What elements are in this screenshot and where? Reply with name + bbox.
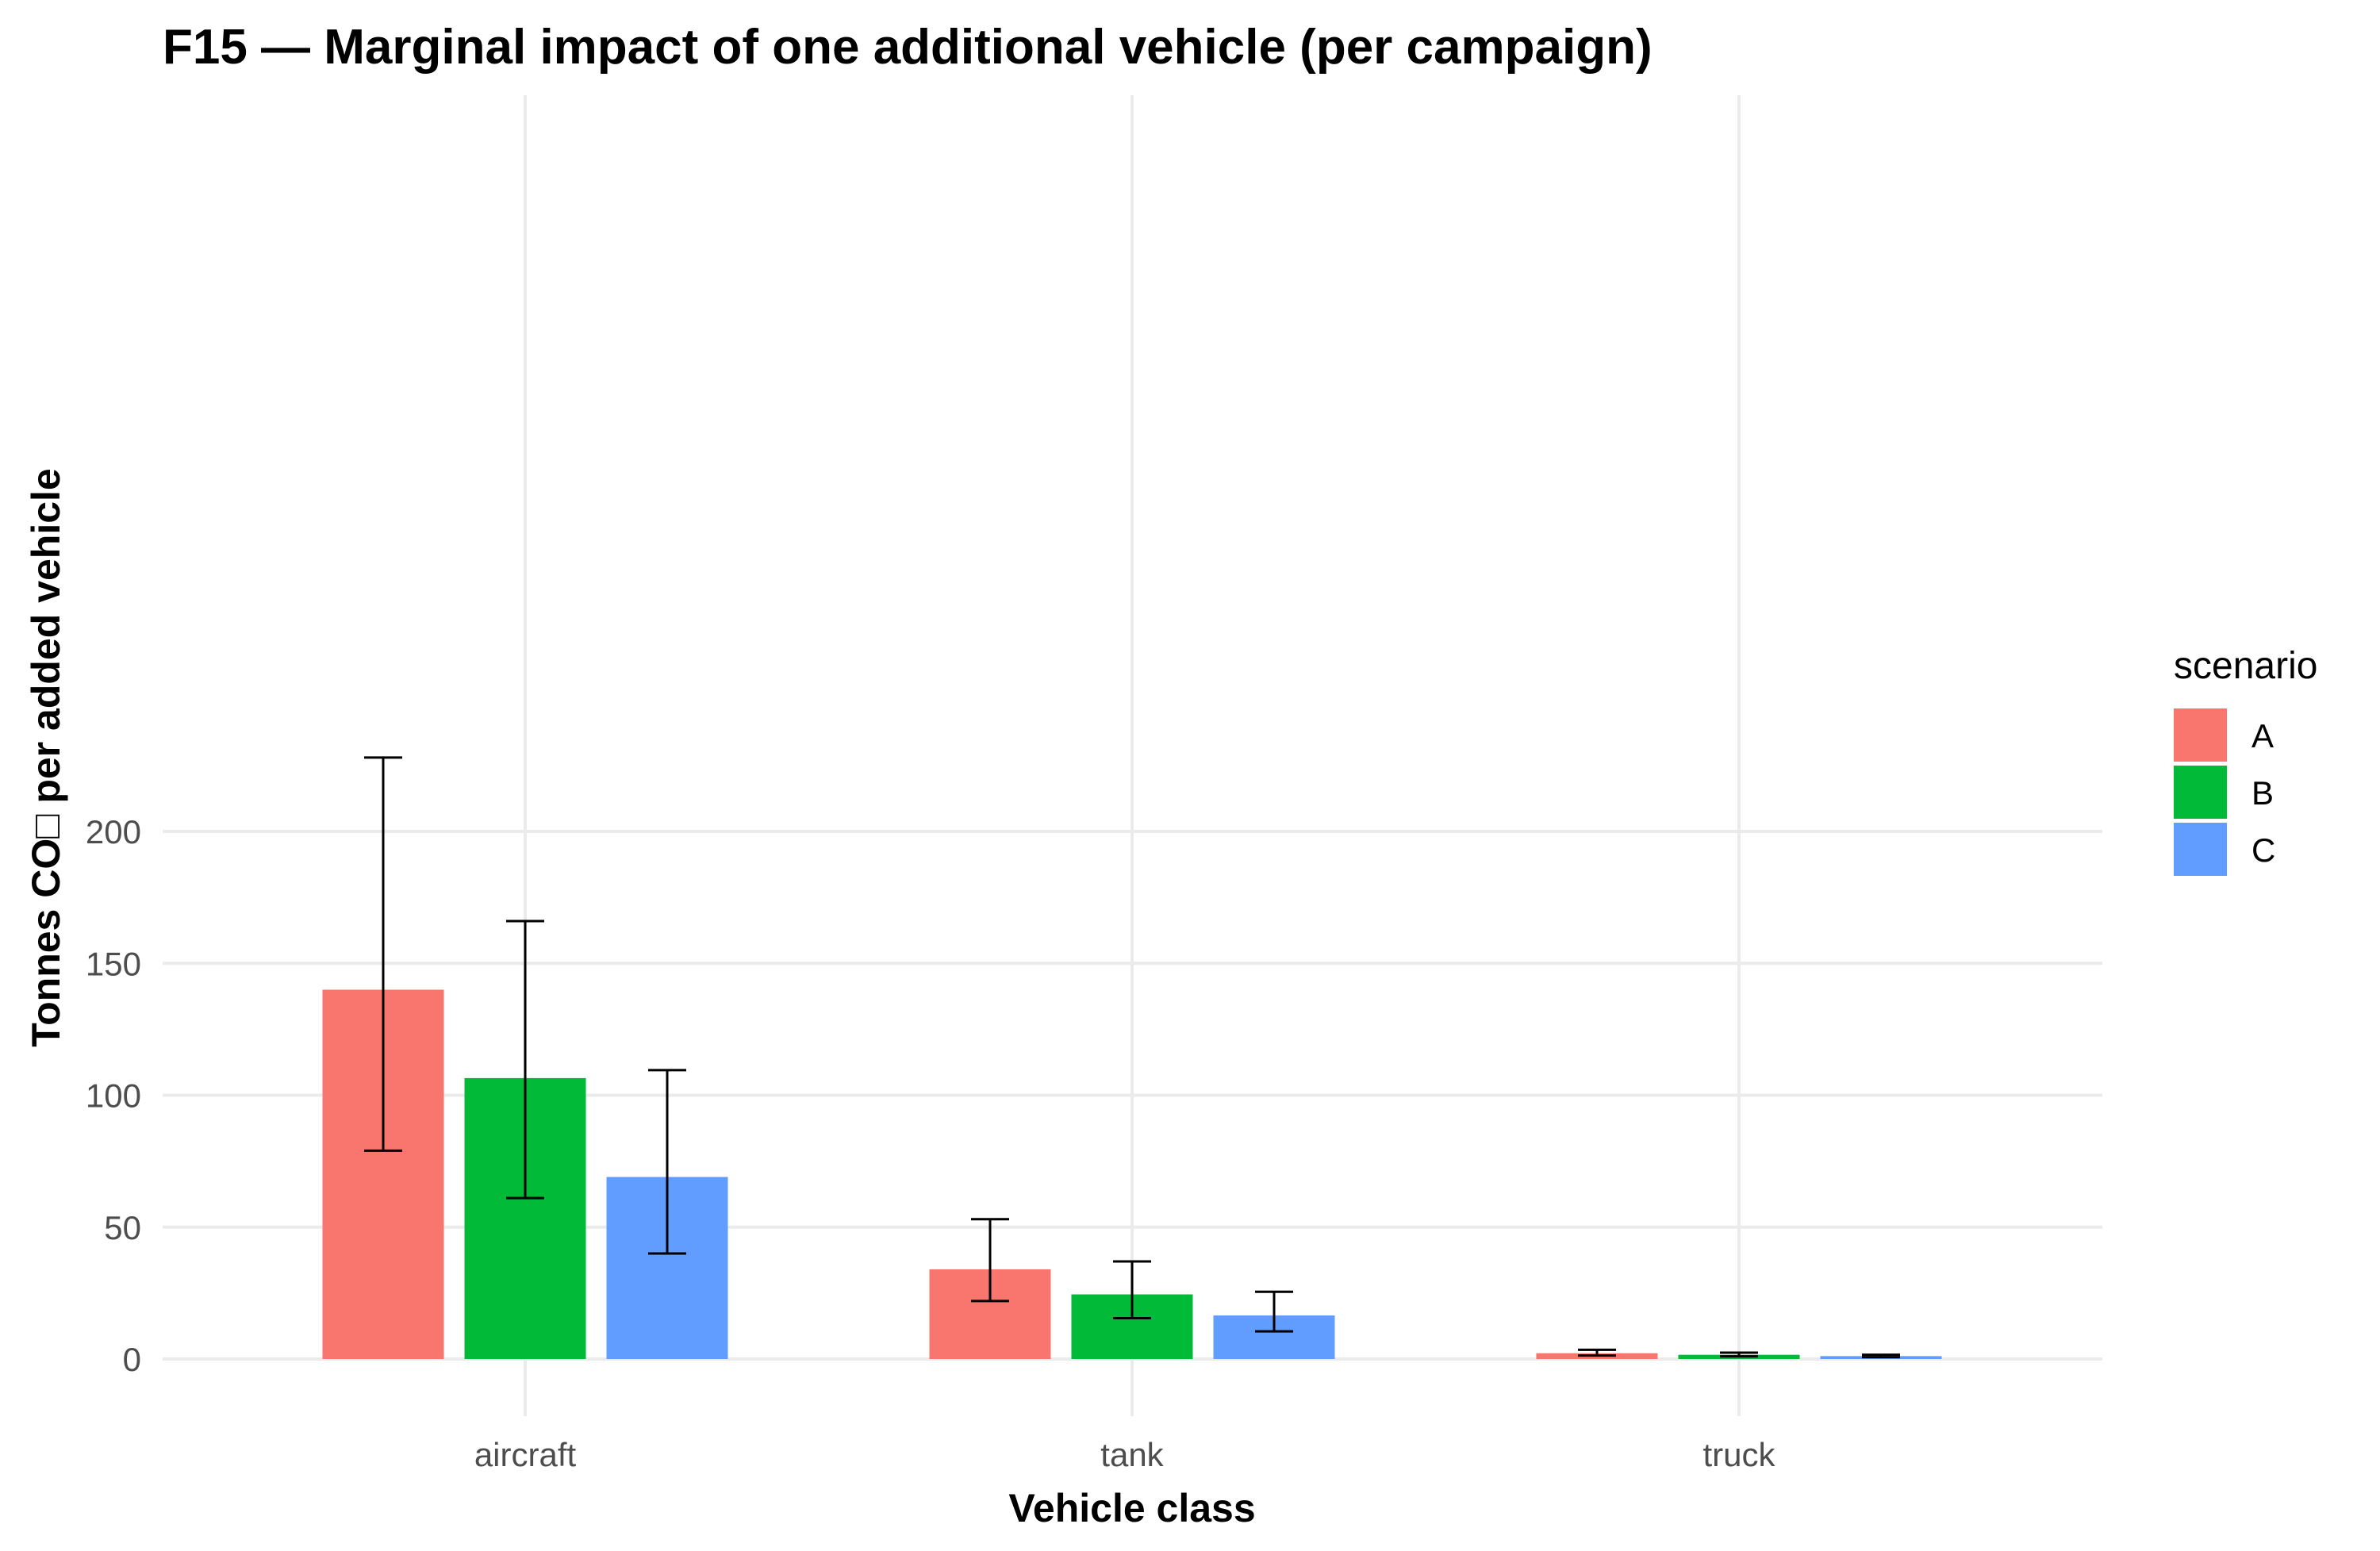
y-tick-label: 150 — [86, 945, 141, 982]
legend-label-C: C — [2251, 831, 2275, 869]
legend-key-C — [2174, 823, 2227, 876]
error-bar-C-aircraft — [648, 1069, 686, 1255]
y-axis-title: Tonnes CO□ per added vehicle — [24, 468, 68, 1046]
error-bar-C-truck — [1862, 1353, 1900, 1359]
x-axis-title: Vehicle class — [1008, 1486, 1255, 1530]
x-tick-label: tank — [1100, 1436, 1164, 1473]
y-tick-label: 50 — [104, 1209, 141, 1246]
legend-title: scenario — [2174, 645, 2317, 687]
x-axis-ticks: aircraft tank truck — [474, 1436, 1776, 1473]
x-tick-label: truck — [1702, 1436, 1775, 1473]
legend-items: ABC — [2174, 708, 2275, 876]
y-tick-label: 0 — [123, 1341, 141, 1378]
error-bar-A-truck — [1578, 1348, 1616, 1357]
legend-label-A: A — [2251, 717, 2274, 754]
y-tick-label: 200 — [86, 813, 141, 850]
x-tick-label: aircraft — [474, 1436, 577, 1473]
y-axis-ticks: 0 50 100 150 200 — [86, 813, 141, 1378]
error-bar-B-tank — [1113, 1260, 1151, 1319]
grid — [163, 95, 2102, 1416]
error-bar-A-tank — [971, 1218, 1009, 1303]
legend-label-B: B — [2251, 774, 2274, 812]
y-tick-label: 100 — [86, 1077, 141, 1115]
error-bars — [364, 756, 1900, 1359]
legend-key-A — [2174, 708, 2227, 762]
legend: scenario ABC — [2174, 645, 2317, 876]
chart-title: F15 — Marginal impact of one additional … — [163, 20, 1653, 75]
error-bar-B-truck — [1720, 1351, 1758, 1358]
legend-key-B — [2174, 766, 2227, 819]
error-bar-C-tank — [1255, 1290, 1293, 1333]
error-bar-B-aircraft — [506, 919, 544, 1200]
error-bar-A-aircraft — [364, 756, 402, 1152]
